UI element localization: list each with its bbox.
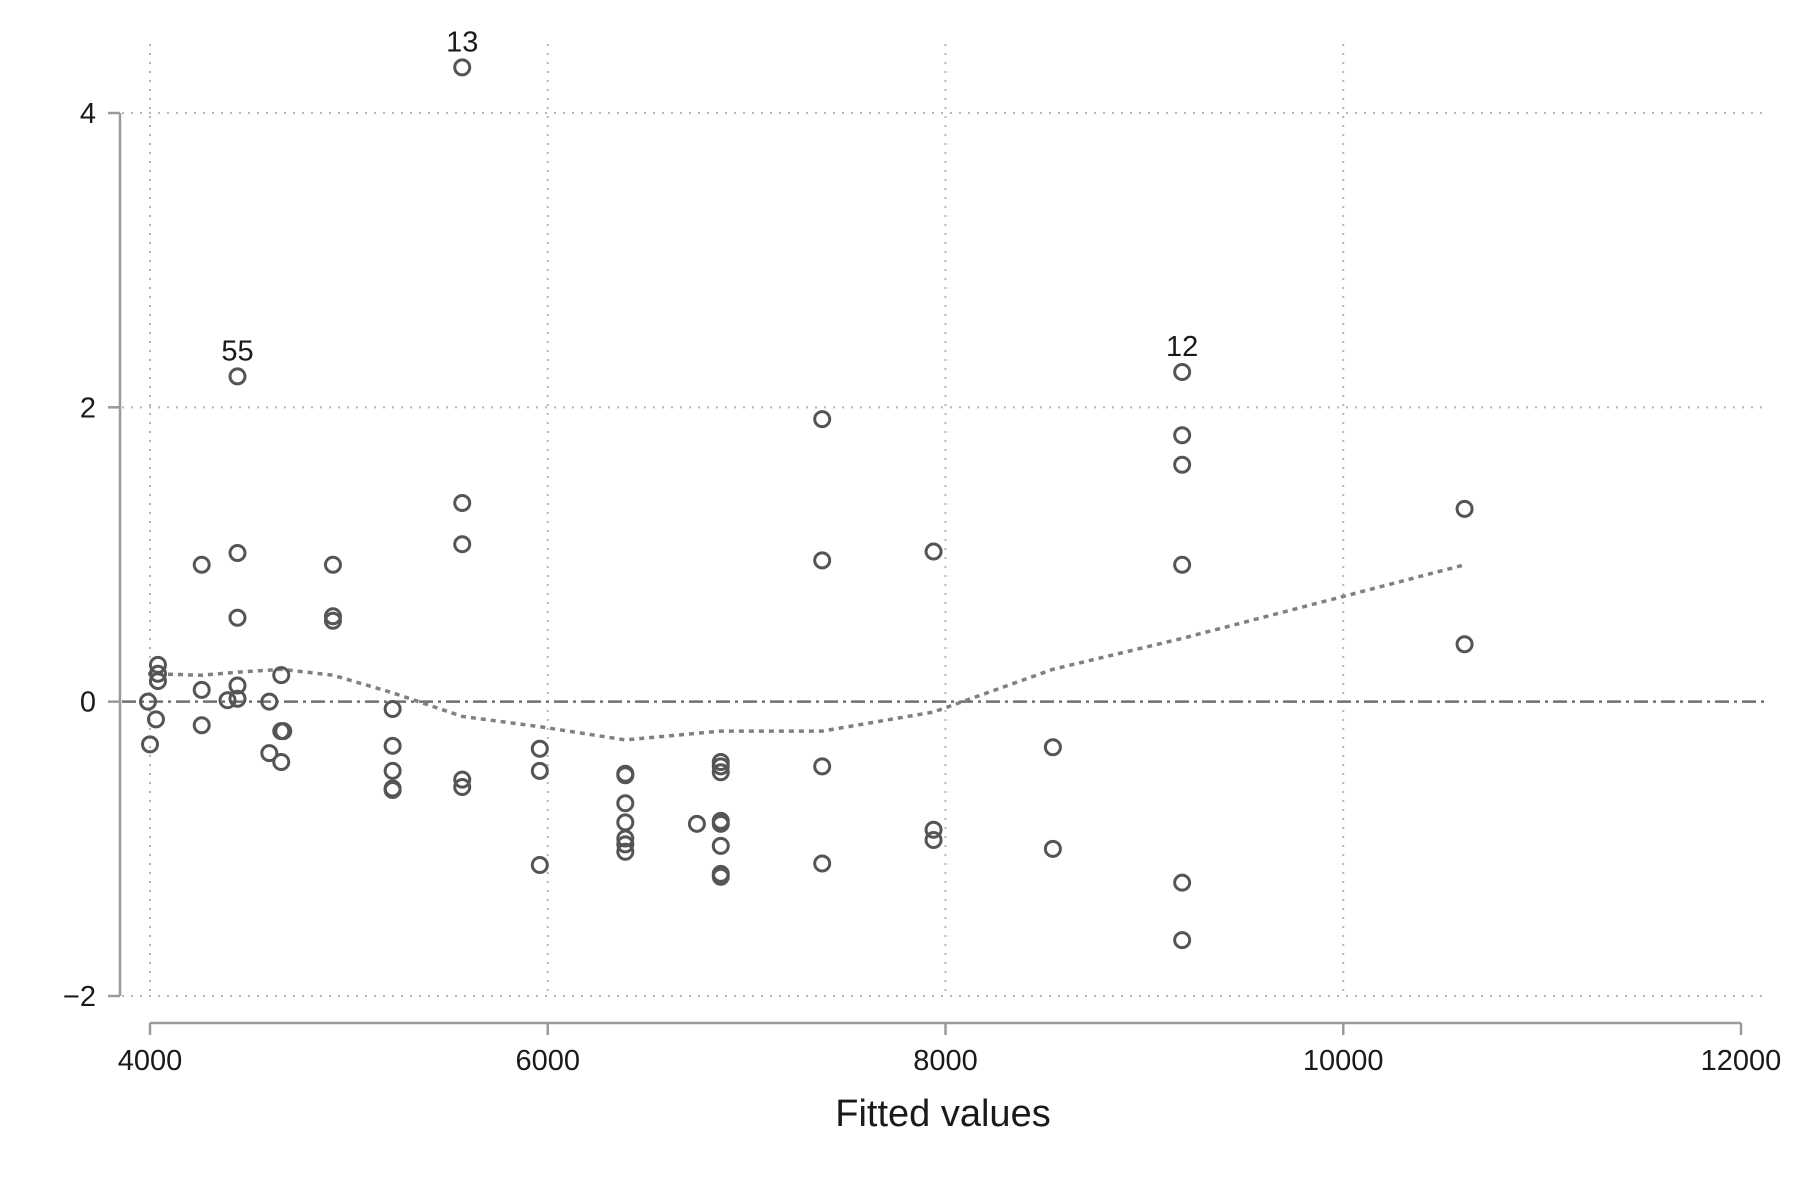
residual-point bbox=[924, 831, 943, 850]
residual-point bbox=[228, 608, 247, 627]
grid-lines bbox=[122, 44, 1768, 997]
residual-point bbox=[192, 716, 211, 735]
residual-point bbox=[711, 867, 730, 886]
x-tick-label: 10000 bbox=[1303, 1045, 1384, 1077]
residual-point bbox=[323, 611, 342, 630]
residual-point bbox=[1173, 931, 1192, 950]
residual-point bbox=[383, 736, 402, 755]
residual-point bbox=[813, 551, 832, 570]
residual-point bbox=[453, 493, 472, 512]
residual-point bbox=[1173, 455, 1192, 474]
residual-point bbox=[616, 835, 635, 854]
residual-point bbox=[453, 770, 472, 789]
residual-point bbox=[1043, 839, 1062, 858]
residual-point bbox=[616, 842, 635, 861]
residual-point bbox=[924, 542, 943, 561]
residual-point bbox=[813, 854, 832, 873]
axes bbox=[108, 111, 1743, 1035]
residual-point bbox=[228, 689, 247, 708]
residual-point bbox=[530, 856, 549, 875]
residual-point bbox=[260, 692, 279, 711]
residual-point bbox=[383, 780, 402, 799]
tick-labels: 4000 6000 8000 10000 12000 −2 0 2 4 bbox=[63, 98, 1781, 1077]
residual-point bbox=[813, 757, 832, 776]
y-tick-label: −2 bbox=[63, 981, 96, 1013]
residual-point bbox=[616, 766, 635, 785]
residual-point bbox=[453, 535, 472, 554]
residual-point bbox=[1173, 363, 1192, 382]
smooth-line bbox=[147, 563, 1466, 742]
point-label-13: 13 bbox=[446, 26, 478, 58]
residual-point bbox=[218, 691, 237, 710]
residual-point bbox=[1173, 555, 1192, 574]
residual-point bbox=[687, 814, 706, 833]
residual-point bbox=[813, 410, 832, 429]
residual-point bbox=[616, 813, 635, 832]
residual-point bbox=[192, 555, 211, 574]
residual-point bbox=[1455, 635, 1474, 654]
residual-point bbox=[228, 367, 247, 386]
residual-point bbox=[1173, 873, 1192, 892]
residual-point bbox=[616, 829, 635, 848]
residual-point bbox=[274, 722, 293, 741]
residual-point bbox=[383, 761, 402, 780]
residual-point bbox=[1455, 499, 1474, 518]
residual-point bbox=[228, 676, 247, 695]
point-labels: 13 55 12 bbox=[221, 26, 1198, 367]
y-tick-label: 4 bbox=[80, 98, 96, 130]
y-tick-label: 0 bbox=[80, 687, 96, 719]
residual-point bbox=[141, 735, 159, 754]
residual-point bbox=[711, 814, 730, 833]
residual-point bbox=[530, 761, 549, 780]
x-tick-label: 6000 bbox=[515, 1045, 580, 1077]
residual-point bbox=[148, 664, 167, 683]
point-label-55: 55 bbox=[221, 335, 253, 367]
residual-point bbox=[1173, 426, 1192, 445]
residual-point bbox=[228, 544, 247, 563]
residual-point bbox=[260, 744, 279, 763]
residual-point bbox=[323, 555, 342, 574]
y-tick-label: 2 bbox=[80, 392, 96, 424]
x-tick-label: 12000 bbox=[1701, 1045, 1782, 1077]
residual-point bbox=[453, 58, 472, 77]
residual-point bbox=[616, 794, 635, 813]
residual-point bbox=[711, 836, 730, 855]
residual-point bbox=[139, 692, 158, 711]
residual-point bbox=[146, 710, 165, 729]
residual-point bbox=[192, 680, 211, 699]
smoothed-residual-line bbox=[147, 563, 1466, 742]
residual-point bbox=[1043, 738, 1062, 757]
residual-point bbox=[711, 763, 730, 782]
residual-point bbox=[383, 700, 402, 719]
residual-point bbox=[272, 666, 291, 685]
x-axis-title: Fitted values bbox=[835, 1093, 1050, 1135]
x-tick-label: 8000 bbox=[913, 1045, 978, 1077]
residual-point bbox=[530, 739, 549, 758]
residual-point bbox=[272, 753, 291, 772]
data-points bbox=[139, 58, 1474, 950]
point-label-12: 12 bbox=[1166, 331, 1198, 363]
residual-point bbox=[924, 820, 943, 839]
residual-point bbox=[453, 778, 472, 797]
residual-point bbox=[148, 672, 167, 691]
x-tick-label: 4000 bbox=[118, 1045, 183, 1077]
residual-point bbox=[711, 757, 730, 776]
